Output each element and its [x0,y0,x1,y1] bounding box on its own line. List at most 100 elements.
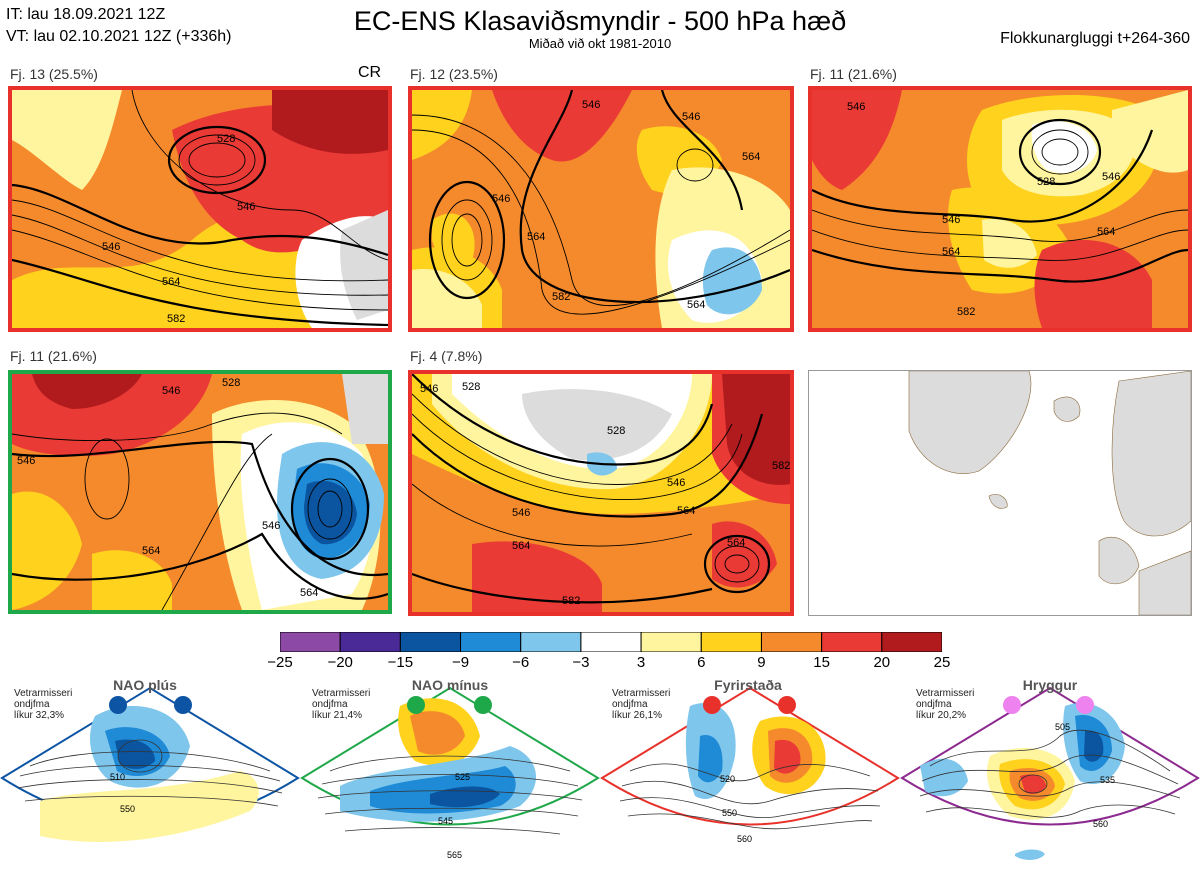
p5-contour-label-546a: 546 [420,383,438,395]
regime-ridge-title: Hryggur [1022,677,1078,693]
classification-window: Flokkunargluggi t+264-360 [1000,30,1190,47]
regime-ridge-note: Vetrarmisseri ondjfma líkur 20,2% [916,688,975,721]
colorbar [280,632,942,652]
regime-nao-plus-title: NAO plús [113,677,177,693]
regime-nao-minus-contour-545: 545 [438,816,453,826]
page-title: EC-ENS Klasaviðsmyndir - 500 hPa hæð [353,6,847,36]
p1-contour-label-582: 582 [167,313,185,325]
regime-ridge-dot-left [1003,696,1021,714]
colorbar-bin-5 [580,632,642,652]
p3-contour-label-528: 528 [1037,176,1055,188]
p2-contour-label-582: 582 [552,291,570,303]
p4-contour-label-546c: 546 [262,520,280,532]
regime-nao-minus-contour-525: 525 [455,772,470,782]
colorbar-tick-3: −9 [451,654,470,671]
panel-4-label: Fj. 11 (21.6%) [10,348,97,364]
p3-contour-label-564a: 564 [942,246,960,258]
cluster-map-5: 546 528 528 546 546 564 564 564 582 582 [408,370,794,616]
p4-contour-label-564a: 564 [142,545,160,557]
panel-1-label: Fj. 13 (25.5%) [10,66,98,82]
p2-contour-label-564a: 564 [527,231,545,243]
vt-line: VT: lau 02.10.2021 12Z (+336h) [6,28,232,45]
regime-nao-minus-title: NAO mínus [411,677,489,693]
p3-contour-label-546b: 546 [1102,171,1120,183]
colorbar-tick-9: 15 [813,654,830,671]
colorbar-tick-11: 25 [933,654,951,671]
p5-contour-label-582a: 582 [562,595,580,607]
regime-nao-plus-note: Vetrarmisseri ondjfma líkur 32,3% [14,688,73,721]
colorbar-tick-5: −3 [572,654,590,671]
regime-blocking-note: Vetrarmisseri ondjfma líkur 26,1% [612,688,671,721]
colorbar-bin-4 [520,632,582,652]
regime-nao-plus-contour-550: 550 [120,804,135,814]
panel-5-label: Fj. 4 (7.8%) [410,348,483,364]
p4-contour-label-546a: 546 [17,455,35,467]
p5-contour-label-528b: 528 [607,425,625,437]
regime-blocking-contour-520: 520 [720,774,735,784]
p5-contour-label-582b: 582 [772,460,790,472]
p2-contour-label-564c: 564 [687,299,705,311]
colorbar-bin-6 [640,632,702,652]
colorbar-bin-7 [700,632,762,652]
colorbar-tick-10: 20 [873,654,891,671]
panel-2-label: Fj. 12 (23.5%) [410,66,498,82]
panel-1-cr: CR [358,64,382,81]
cluster-map-4: 528 546 546 546 564 564 [8,370,392,614]
regime-blocking-contour-560: 560 [737,834,752,844]
colorbar-tick-6: 3 [636,654,646,671]
p5-contour-label-564c: 564 [727,537,745,549]
colorbar-bin-3 [460,632,522,652]
colorbar-tick-7: 6 [697,654,706,671]
p1-contour-label-564: 564 [162,276,180,288]
regime-blocking-contour-550: 550 [722,808,737,818]
p4-contour-label-564b: 564 [300,587,318,599]
cluster-map-1: 528 546 546 564 582 [8,86,392,332]
cluster-map-2: 546 546 546 564 564 582 564 [408,86,794,332]
regime-maps: 510 550 525 545 565 [0,686,1200,860]
regime-blocking-title: Fyrirstaða [714,677,782,693]
p5-contour-label-564a: 564 [512,540,530,552]
colorbar-tick-8: 9 [757,654,766,671]
regime-ridge-map: 505 535 560 [900,686,1200,860]
regime-ridge-contour-560: 560 [1093,819,1108,829]
p5-contour-label-564b: 564 [677,505,695,517]
p1-contour-label-546b: 546 [237,201,255,213]
colorbar-bin-8 [760,632,823,652]
regime-blocking-map: 520 550 560 [600,686,900,844]
p3-contour-label-582: 582 [957,306,975,318]
regime-ridge-dot-right [1076,696,1094,714]
regime-blocking-dot-left [703,696,721,714]
regime-blocking-dot-right [778,696,796,714]
colorbar-tick-0: −25 [267,654,293,671]
regime-nao-plus-contour-510: 510 [110,772,125,782]
p4-contour-label-528: 528 [222,377,240,389]
cluster-map-3: 546 528 546 546 564 564 582 [808,86,1192,332]
p4-contour-label-546b: 546 [162,385,180,397]
p1-contour-label-528: 528 [217,133,235,145]
colorbar-bin-10 [881,632,942,652]
colorbar-bin-2 [399,632,462,652]
regime-ridge-contour-505: 505 [1055,722,1070,732]
page-subtitle: Miðað við okt 1981-2010 [528,36,672,51]
colorbar-bin-1 [339,632,401,652]
p5-contour-label-528a: 528 [462,381,480,393]
panel-3-label: Fj. 11 (21.6%) [810,66,897,82]
regime-nao-minus-contour-565: 565 [447,850,462,860]
regime-nao-plus-dot-left [109,696,127,714]
colorbar-tick-4: −6 [512,654,530,671]
p2-contour-label-546b: 546 [682,111,700,123]
p3-contour-label-564b: 564 [1097,226,1115,238]
regime-ridge-contour-535: 535 [1100,775,1115,785]
regime-nao-minus-dot-left [407,696,425,714]
colorbar-tick-1: −20 [327,654,353,671]
p2-contour-label-546c: 546 [492,193,510,205]
base-map-empty [808,370,1192,616]
regime-nao-minus-map: 525 545 565 [300,686,600,860]
colorbar-tick-2: −15 [387,654,414,671]
regime-nao-minus-note: Vetrarmisseri ondjfma líkur 21,4% [312,688,371,721]
header-dates: IT: lau 18.09.2021 12Z VT: lau 02.10.202… [6,4,232,48]
colorbar-bin-0 [280,632,341,652]
p1-contour-label-546a: 546 [102,241,120,253]
regime-nao-minus-dot-right [474,696,492,714]
regime-nao-plus-dot-right [174,696,192,714]
